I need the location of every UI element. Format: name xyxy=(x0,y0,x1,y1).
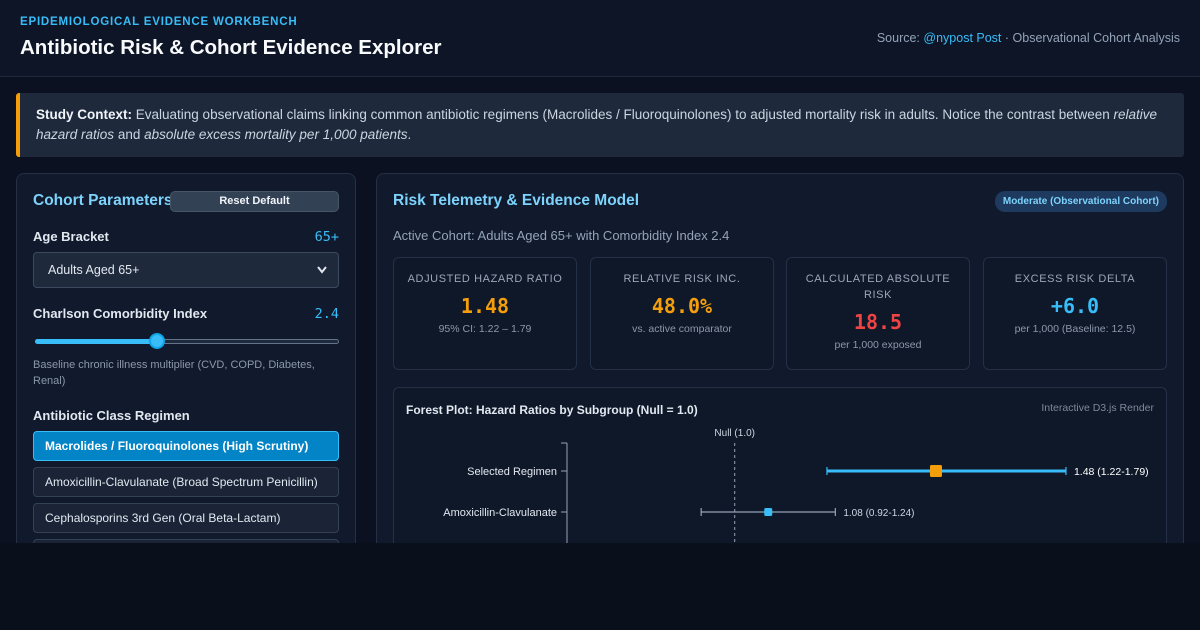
source-line: Source: @nypost Post · Observational Coh… xyxy=(877,31,1180,45)
cohort-parameters-panel: Cohort Parameters Reset Default Age Brac… xyxy=(16,173,356,543)
metric-value: +6.0 xyxy=(1050,294,1100,318)
context-label: Study Context: xyxy=(36,107,132,122)
chevron-down-icon xyxy=(316,253,328,301)
metric-card-hazard-ratio: ADJUSTED HAZARD RATIO 1.48 95% CI: 1.22 … xyxy=(393,257,577,370)
metric-sub: vs. active comparator xyxy=(632,323,732,335)
active-cohort-text: Active Cohort: Adults Aged 65+ with Como… xyxy=(393,228,730,243)
metric-sub: per 1,000 exposed xyxy=(834,339,922,351)
metric-label: RELATIVE RISK INC. xyxy=(623,273,741,285)
source-prefix: Source: xyxy=(876,31,920,45)
forest-plot-card: Forest Plot: Hazard Ratios by Subgroup (… xyxy=(393,387,1167,543)
comorbidity-value: 2.4 xyxy=(314,306,339,322)
metric-value: 48.0% xyxy=(651,294,713,318)
app-viewport: EPIDEMIOLOGICAL EVIDENCE WORKBENCH Antib… xyxy=(0,0,1200,543)
regimen-label: Antibiotic Class Regimen xyxy=(33,408,190,423)
metric-card-excess-risk: EXCESS RISK DELTA +6.0 per 1,000 (Baseli… xyxy=(983,257,1167,370)
slider-fill xyxy=(35,339,157,344)
point-estimate xyxy=(764,508,773,516)
row-label: Amoxicillin-Clavulanate xyxy=(443,507,557,519)
metric-label: ADJUSTED HAZARD RATIO xyxy=(407,273,563,285)
app-eyebrow: EPIDEMIOLOGICAL EVIDENCE WORKBENCH xyxy=(20,16,298,28)
age-bracket-label: Age Bracket xyxy=(33,229,109,244)
app-header: EPIDEMIOLOGICAL EVIDENCE WORKBENCH Antib… xyxy=(0,0,1200,77)
evidence-level-badge: Moderate (Observational Cohort) xyxy=(994,191,1167,212)
metric-value: 18.5 xyxy=(853,310,903,334)
forest-plot-title: Forest Plot: Hazard Ratios by Subgroup (… xyxy=(406,403,698,417)
regimen-option-cephalosporins[interactable]: Cephalosporins 3rd Gen (Oral Beta-Lactam… xyxy=(33,503,339,533)
metric-label: CALCULATED ABSOLUTE RISK xyxy=(805,273,951,301)
metric-value: 1.48 xyxy=(460,294,510,318)
metric-card-absolute-risk: CALCULATED ABSOLUTE RISK 18.5 per 1,000 … xyxy=(786,257,970,370)
metric-sub: per 1,000 (Baseline: 12.5) xyxy=(1014,323,1136,335)
age-bracket-selected: Adults Aged 65+ xyxy=(48,263,140,277)
comorbidity-hint: Baseline chronic illness multiplier (CVD… xyxy=(33,359,315,387)
point-estimate xyxy=(929,465,942,477)
slider-thumb[interactable] xyxy=(148,333,165,349)
reset-default-button[interactable]: Reset Default xyxy=(170,191,339,212)
source-link[interactable]: @nypost Post xyxy=(923,31,1002,45)
risk-telemetry-title: Risk Telemetry & Evidence Model xyxy=(393,192,640,209)
comorbidity-label: Charlson Comorbidity Index xyxy=(33,306,208,321)
comorbidity-slider[interactable] xyxy=(35,333,339,349)
context-text-2: and xyxy=(117,127,141,142)
source-suffix: · Observational Cohort Analysis xyxy=(1004,31,1180,45)
regimen-option-amoxicillin[interactable]: Amoxicillin-Clavulanate (Broad Spectrum … xyxy=(33,467,339,497)
row-label: Selected Regimen xyxy=(467,466,557,478)
regimen-option-4[interactable] xyxy=(33,539,339,543)
estimate-label: 1.08 (0.92-1.24) xyxy=(843,508,914,519)
estimate-label: 1.48 (1.22-1.79) xyxy=(1074,466,1149,478)
metric-sub: 95% CI: 1.22 – 1.79 xyxy=(438,323,532,335)
metric-label: EXCESS RISK DELTA xyxy=(1014,273,1136,285)
age-bracket-select[interactable]: Adults Aged 65+ xyxy=(33,252,339,288)
context-text-3: . xyxy=(407,127,412,142)
page-title: Antibiotic Risk & Cohort Evidence Explor… xyxy=(20,36,442,59)
forest-plot-chart: Null (1.0) Selected Regimen 1.48 (1.22-1.7… xyxy=(443,428,1149,543)
cohort-parameters-title: Cohort Parameters xyxy=(33,192,173,209)
forest-plot-render-note: Interactive D3.js Render xyxy=(1041,402,1154,414)
age-bracket-value: 65+ xyxy=(314,229,339,245)
study-context-callout: Study Context: Evaluating observational … xyxy=(16,93,1184,157)
context-emphasis-2: absolute excess mortality per 1,000 pati… xyxy=(144,127,408,142)
risk-telemetry-panel: Risk Telemetry & Evidence Model Moderate… xyxy=(376,173,1184,543)
context-emphasis-1: relative hazard ratios xyxy=(36,107,1158,142)
regimen-option-macrolides[interactable]: Macrolides / Fluoroquinolones (High Scru… xyxy=(33,431,339,461)
null-label: Null (1.0) xyxy=(714,428,755,439)
metric-card-relative-risk: RELATIVE RISK INC. 48.0% vs. active comp… xyxy=(590,257,774,370)
context-text-1: Evaluating observational claims linking … xyxy=(135,107,1110,122)
